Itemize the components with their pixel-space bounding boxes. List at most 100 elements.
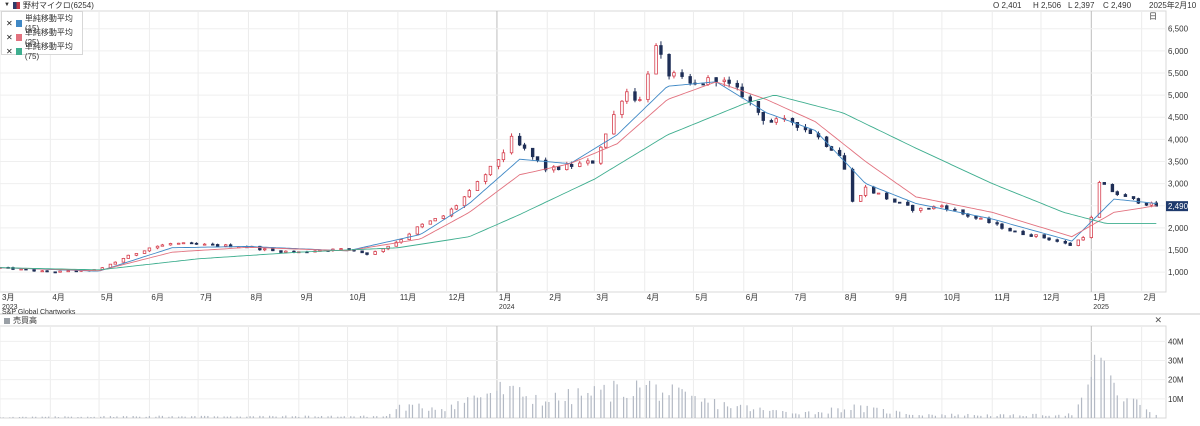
- candle-body: [271, 248, 275, 252]
- volume-bar: [0, 417, 1, 418]
- candle-body: [155, 245, 160, 249]
- candle-body: [58, 270, 62, 273]
- legend-item-ma15[interactable]: ✕ 単純移動平均 (15): [6, 13, 82, 33]
- volume-bar: [408, 404, 410, 418]
- candle-body: [1008, 227, 1012, 232]
- close-icon[interactable]: ✕: [6, 18, 13, 28]
- volume-bar: [1080, 397, 1083, 418]
- candle-body: [599, 146, 603, 164]
- volume-bar: [168, 416, 170, 418]
- candle-body: [556, 166, 561, 171]
- volume-bar: [67, 416, 69, 418]
- volume-bar: [532, 403, 534, 418]
- volume-bar: [899, 411, 901, 418]
- y-tick-label: 5,500: [1168, 69, 1189, 78]
- candle-body: [1034, 234, 1038, 237]
- candle-body: [961, 209, 965, 215]
- volume-bar: [827, 413, 829, 418]
- close-icon[interactable]: ✕: [1154, 315, 1162, 325]
- volume-bar: [330, 415, 332, 418]
- legend-item-ma75[interactable]: ✕ 単純移動平均 (75): [6, 41, 82, 61]
- candle-body: [339, 248, 343, 250]
- x-tick-label: 11月: [400, 293, 416, 302]
- candle-body: [706, 77, 710, 85]
- symbol-selector[interactable]: ▼ 野村マイクロ(6254): [4, 0, 94, 11]
- candle-body: [974, 215, 978, 219]
- volume-bar: [635, 380, 638, 418]
- volume-bar: [866, 405, 868, 418]
- volume-bar: [359, 415, 362, 418]
- volume-bar: [694, 396, 696, 418]
- volume-bar: [580, 395, 582, 418]
- x-tick-label: 10月: [944, 293, 961, 302]
- candle-body: [769, 120, 774, 123]
- candle-body: [1110, 184, 1115, 193]
- volume-bar: [1019, 415, 1021, 418]
- volume-bar: [973, 415, 975, 418]
- volume-bar: [564, 400, 566, 418]
- volume-bar: [535, 394, 537, 418]
- candle-body: [863, 186, 868, 196]
- volume-bar: [1145, 409, 1148, 418]
- candle-body: [940, 205, 944, 208]
- x-tick-label: 4月: [647, 293, 659, 302]
- volume-bar: [798, 414, 800, 418]
- candle-body: [53, 271, 57, 274]
- close-icon[interactable]: ✕: [6, 32, 13, 42]
- candle-body: [871, 186, 876, 194]
- x-tick-label: 1月: [499, 293, 511, 302]
- volume-bar: [1009, 415, 1011, 418]
- symbol-color-icon: [12, 2, 20, 9]
- volume-bar: [814, 414, 816, 418]
- volume-bar: [840, 412, 842, 418]
- candle-body: [803, 127, 808, 131]
- volume-bar: [548, 402, 550, 418]
- chevron-down-icon[interactable]: ▼: [4, 2, 10, 8]
- candle-body: [202, 243, 207, 246]
- candle-body: [475, 181, 480, 191]
- candle-body: [714, 77, 718, 82]
- volume-bar: [327, 416, 329, 418]
- volume-bar: [668, 395, 670, 418]
- volume-bar: [207, 415, 209, 418]
- candle-body: [1076, 239, 1081, 246]
- volume-bar: [155, 416, 157, 418]
- volume-bar: [525, 396, 527, 418]
- y-tick-label: 3,000: [1168, 180, 1189, 189]
- candle-body: [919, 207, 923, 211]
- candle-body: [761, 112, 765, 121]
- candle-body: [45, 270, 49, 273]
- volume-bar: [418, 403, 420, 418]
- volume-bar: [921, 415, 924, 418]
- volume-bar: [1045, 415, 1047, 418]
- volume-bar: [908, 414, 911, 418]
- candle-body: [462, 196, 467, 207]
- volume-bar: [977, 415, 979, 418]
- candle-body: [360, 250, 364, 254]
- volume-bar: [600, 389, 602, 418]
- symbol-label: 野村マイクロ(6254): [22, 1, 94, 10]
- candle-body: [1089, 216, 1093, 238]
- volume-bar: [382, 416, 384, 418]
- candle-body: [722, 79, 726, 82]
- candle-body: [672, 72, 676, 77]
- volume-bar: [184, 416, 186, 418]
- volume-bar: [772, 409, 774, 418]
- x-tick-label: 8月: [250, 293, 262, 302]
- volume-bar: [54, 416, 56, 418]
- candle-body: [727, 79, 731, 84]
- close-icon[interactable]: ✕: [6, 46, 13, 56]
- volume-bar: [434, 409, 436, 418]
- volume-bar: [863, 412, 865, 418]
- candle-body: [347, 248, 351, 250]
- volume-bar: [587, 392, 589, 418]
- volume-bar: [1113, 382, 1115, 418]
- volume-bar: [353, 416, 355, 418]
- volume-bar: [262, 416, 264, 418]
- volume-bar: [853, 404, 855, 418]
- legend-item-ma25[interactable]: ✕ 単純移動平均 (25): [6, 27, 82, 47]
- data-credit: S&P Global Chartworks: [2, 309, 76, 316]
- volume-bar: [951, 413, 953, 418]
- volume-bar: [704, 398, 706, 418]
- price-plot-frame: [0, 10, 1167, 293]
